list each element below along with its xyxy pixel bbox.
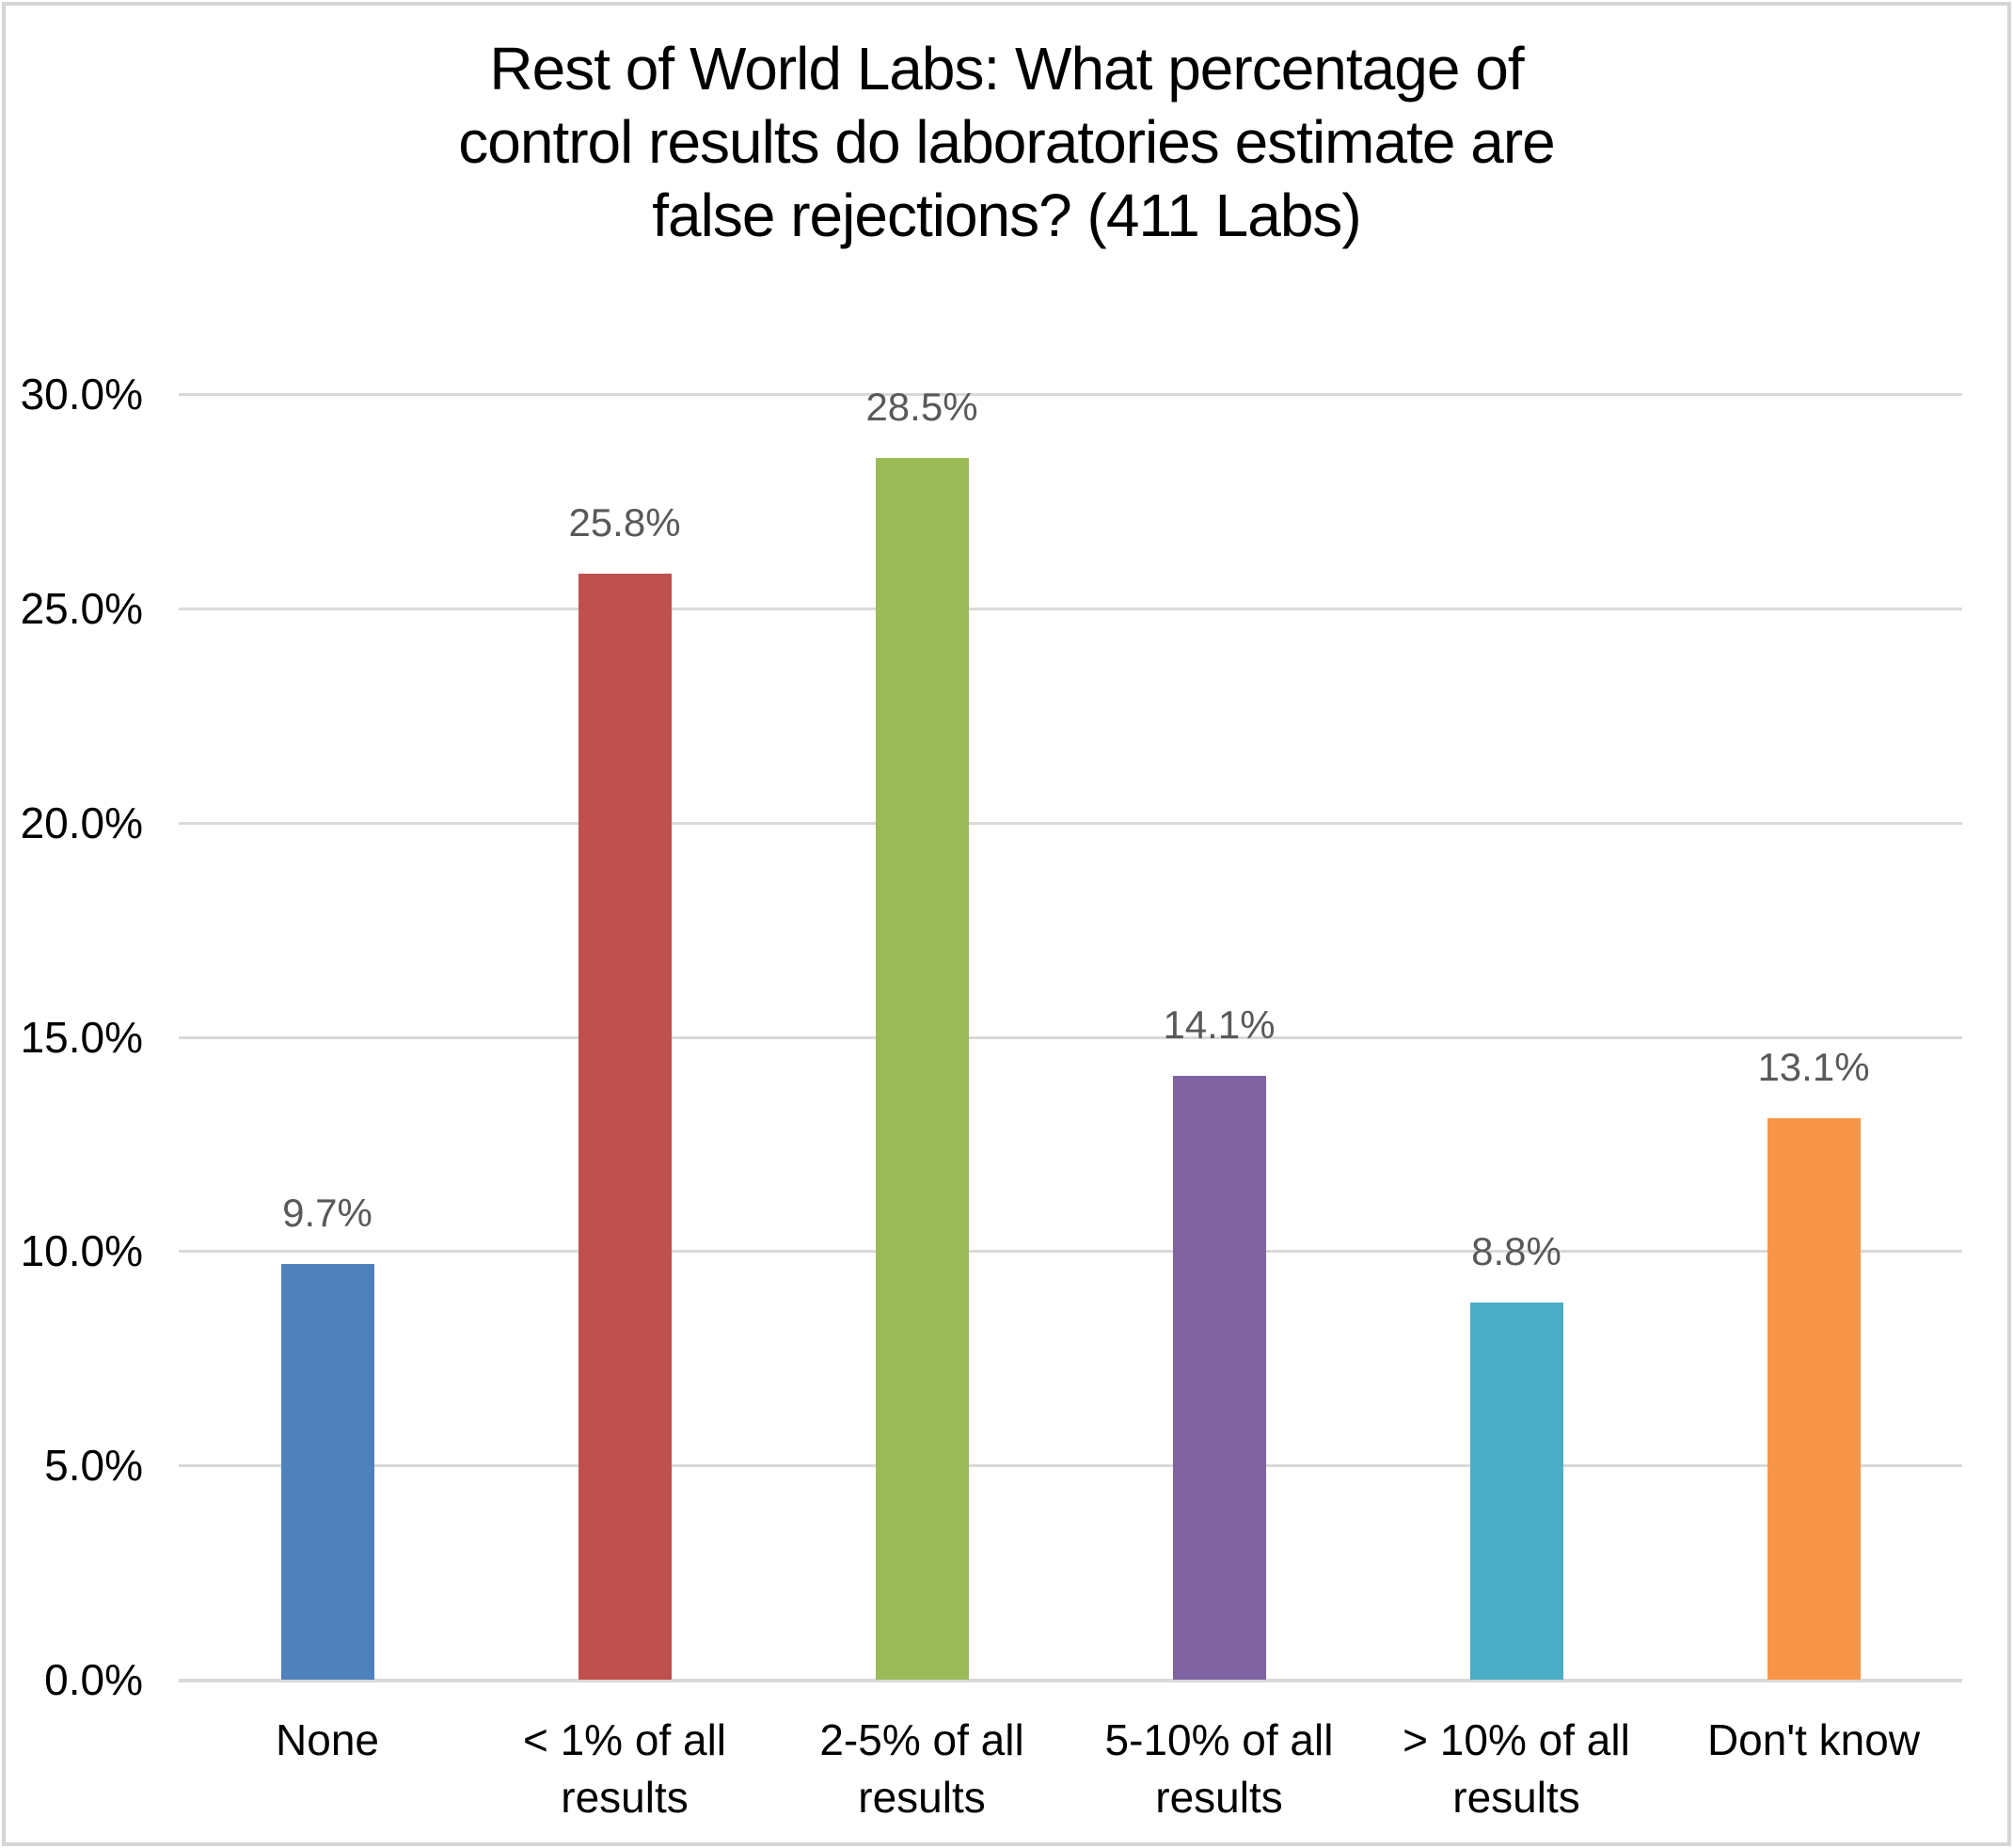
bar-value-label: 28.5% [865,385,978,430]
bar-6 [1767,1118,1861,1680]
chart-title: Rest of World Labs: What percentage of c… [207,32,1806,252]
gridline-30.0% [179,393,1962,396]
bar-value-label: 25.8% [568,500,681,545]
y-axis-tick-label: 0.0% [44,1655,143,1704]
y-axis-tick-label: 5.0% [44,1441,143,1491]
y-axis-tick-label: 15.0% [20,1012,143,1062]
x-axis-category-label: > 10% of all results [1403,1715,1630,1822]
x-axis-category-label: 5-10% of all results [1104,1715,1334,1822]
chart-title-line-1: Rest of World Labs: What percentage of [489,35,1524,103]
gridline-5.0% [179,1464,1962,1468]
bar-1 [280,1264,374,1680]
y-axis-tick-label: 20.0% [20,798,143,847]
y-axis-tick-label: 10.0% [20,1226,143,1276]
chart-title-line-2: control results do laboratories estimate… [458,108,1555,176]
bar-value-label: 14.1% [1163,1002,1276,1047]
bar-5 [1469,1303,1563,1680]
plot-area: 0.0% 5.0% 10.0% 15.0% 20.0% 25.0% 30.0% 9.7% Non… [21,370,1962,1822]
x-axis-category-label: None [276,1715,379,1764]
bar-value-label: 8.8% [1471,1229,1561,1274]
bar-value-label: 9.7% [282,1191,372,1236]
bar-value-label: 13.1% [1757,1045,1870,1090]
x-axis-category-label: 2-5% of all results [819,1715,1024,1822]
y-axis-tick-label: 30.0% [20,370,143,419]
x-axis-category-label: Don't know [1706,1715,1921,1764]
y-axis-tick-label: 25.0% [20,583,143,633]
bar-4 [1172,1075,1266,1680]
gridline-15.0% [179,1035,1962,1039]
bar-3 [875,458,969,1680]
bar-2 [578,574,672,1680]
chart-title-line-3: false rejections? (411 Labs) [652,182,1361,249]
gridline-25.0% [179,607,1962,610]
x-axis-category-label: < 1% of all results [522,1715,727,1822]
gridline-0.0% [179,1679,1962,1682]
gridline-20.0% [179,821,1962,825]
gridline-10.0% [179,1250,1962,1254]
